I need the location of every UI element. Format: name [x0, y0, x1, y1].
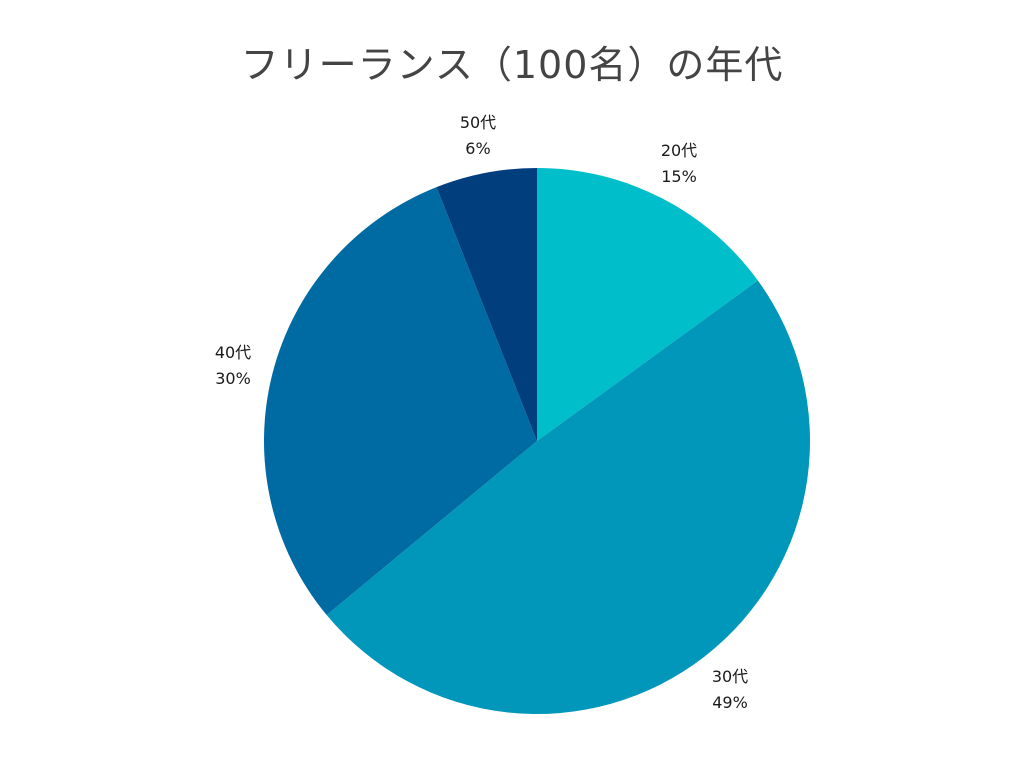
label-30s: 30代 49% — [690, 664, 770, 716]
pie-slice-50代 — [436, 168, 537, 441]
label-20s-pct: 15% — [661, 167, 697, 186]
label-50s: 50代 6% — [438, 110, 518, 162]
label-50s-name: 50代 — [459, 113, 497, 132]
label-30s-pct: 49% — [712, 693, 748, 712]
label-20s-name: 20代 — [660, 141, 698, 160]
label-40s-name: 40代 — [214, 343, 252, 362]
label-50s-pct: 6% — [465, 139, 491, 158]
pie-slice-20代 — [537, 168, 758, 441]
pie-slice-30代 — [326, 280, 810, 714]
label-40s-pct: 30% — [215, 369, 251, 388]
label-40s: 40代 30% — [193, 340, 273, 392]
label-30s-name: 30代 — [711, 667, 749, 686]
label-20s: 20代 15% — [639, 138, 719, 190]
pie-slice-40代 — [264, 187, 537, 616]
chart-title: フリーランス（100名）の年代 — [240, 43, 784, 87]
